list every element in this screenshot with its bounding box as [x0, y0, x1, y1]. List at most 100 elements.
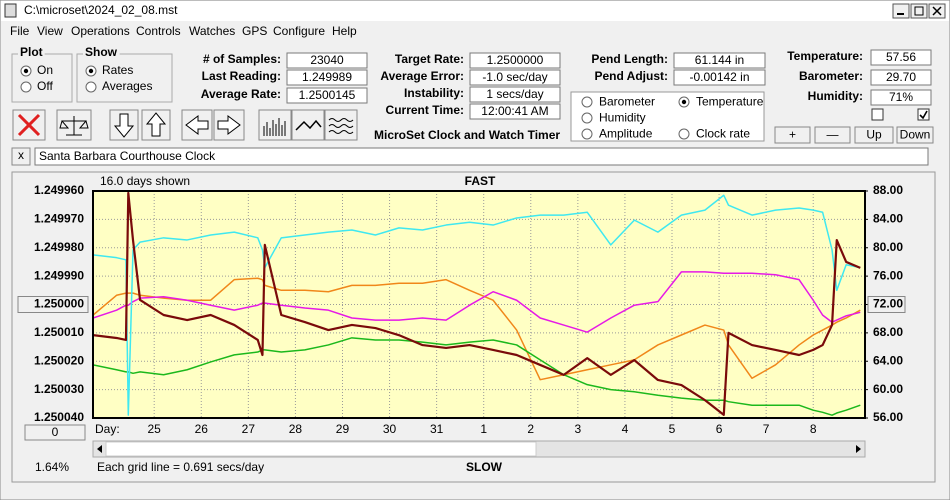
menu-item[interactable]: Help — [332, 24, 357, 38]
readout-label: Barometer: — [799, 69, 863, 83]
y-tick-label: 1.249970 — [34, 212, 84, 226]
y-tick-label: 1.249960 — [34, 183, 84, 197]
readout-box — [286, 69, 368, 86]
group-title-bg — [83, 45, 120, 60]
readout-box — [870, 89, 932, 106]
grid-note: Each grid line = 0.691 secs/day — [97, 460, 264, 474]
button-label: Up — [866, 128, 882, 142]
legend-radio-dot — [681, 99, 687, 105]
readout-value: -1.0 sec/day — [482, 70, 547, 84]
readout-box — [673, 52, 766, 69]
stop-icon — [17, 113, 41, 137]
button[interactable] — [854, 126, 894, 144]
maximize-glyph — [914, 6, 924, 16]
readout-label: Humidity: — [808, 89, 863, 103]
close-glyph — [932, 6, 942, 16]
scroll-left[interactable] — [97, 445, 102, 453]
span-label: 16.0 days shown — [100, 174, 190, 188]
readout-label: # of Samples: — [203, 52, 281, 66]
checkbox[interactable] — [917, 108, 930, 121]
radio-label: On — [37, 63, 53, 77]
button-label: — — [827, 128, 839, 142]
window-buttons — [892, 3, 946, 19]
readout-box — [870, 49, 932, 66]
legend-label: Barometer — [599, 95, 655, 109]
y-tick-label: 1.250000 — [34, 297, 84, 311]
series-line — [93, 271, 861, 333]
menu-item[interactable]: File — [10, 24, 30, 38]
button[interactable] — [896, 126, 934, 144]
close-clock-button[interactable] — [11, 147, 31, 166]
readout-box — [673, 69, 766, 86]
readout-box — [286, 52, 368, 69]
minimize[interactable] — [892, 3, 910, 19]
x-tick-label: 30 — [383, 422, 397, 436]
button[interactable] — [774, 126, 811, 144]
y-tick-label: 1.249980 — [34, 240, 84, 254]
scroll-thumb[interactable] — [105, 441, 537, 457]
readout-label: Pend Length: — [591, 52, 668, 66]
readout-box — [469, 103, 561, 120]
x-tick-label: 4 — [622, 422, 629, 436]
line-icon — [295, 119, 322, 131]
readout-value: 1.249989 — [302, 70, 352, 84]
menu-item[interactable]: Controls — [136, 24, 181, 38]
menu-item[interactable]: GPS — [242, 24, 267, 38]
readout-label: Average Rate: — [201, 87, 281, 101]
menu-item[interactable]: Watches — [189, 24, 235, 38]
reference-button[interactable] — [17, 296, 89, 313]
x-tick-label: 26 — [195, 422, 209, 436]
menu-item[interactable]: View — [37, 24, 63, 38]
series-line — [93, 191, 861, 416]
readout-box — [870, 69, 932, 86]
offset-button[interactable] — [24, 424, 86, 441]
y2-tick-label: 80.00 — [873, 240, 903, 254]
clock-name-field[interactable] — [34, 147, 929, 166]
left-icon — [185, 115, 209, 135]
menu-item[interactable]: Configure — [273, 24, 325, 38]
legend-radio[interactable] — [581, 96, 593, 108]
group-title-bg — [18, 45, 45, 60]
readout-label: Instability: — [404, 86, 464, 100]
right-icon — [217, 115, 241, 135]
legend-label: Amplitude — [599, 127, 653, 141]
app-title: MicroSet Clock and Watch Timer — [374, 128, 560, 142]
plot-border — [92, 190, 866, 419]
legend-radio[interactable] — [678, 128, 690, 140]
legend-radio[interactable] — [581, 112, 593, 124]
checkbox[interactable] — [871, 108, 884, 121]
readout-box — [286, 87, 368, 104]
radio-label: Off — [37, 79, 53, 93]
status: 1.64% — [35, 460, 69, 474]
y2-tick-label: 88.00 — [873, 183, 903, 197]
series-line — [93, 194, 861, 416]
legend-label: Humidity — [599, 111, 646, 125]
button[interactable] — [814, 126, 851, 144]
x-tick-label: 29 — [336, 422, 350, 436]
menu-item[interactable]: Operations — [71, 24, 130, 38]
readout-value: 12:00:41 AM — [481, 104, 548, 118]
readout-value: 1 secs/day — [486, 87, 543, 101]
readout-label: Average Error: — [380, 69, 464, 83]
y2-tick-label: 76.00 — [873, 268, 903, 282]
maximize[interactable] — [910, 3, 928, 19]
button-label: + — [789, 128, 796, 142]
readout-box — [469, 86, 561, 103]
legend-radio[interactable] — [581, 128, 593, 140]
radio[interactable] — [85, 81, 97, 93]
radio[interactable] — [20, 81, 32, 93]
x-tick-label: 25 — [148, 422, 162, 436]
readout-label: Current Time: — [386, 103, 464, 117]
y2-tick-label: 60.00 — [873, 382, 903, 396]
x-label: Day: — [95, 422, 120, 436]
readout-label: Target Rate: — [395, 52, 464, 66]
down-icon — [113, 113, 135, 138]
radio-dot — [88, 68, 94, 74]
x-tick-label: 31 — [430, 422, 444, 436]
y2-tick-label: 68.00 — [873, 325, 903, 339]
group-box — [76, 53, 173, 103]
y2-reference-box — [867, 296, 906, 313]
y2-tick-label: 84.00 — [873, 212, 903, 226]
scroll-right[interactable] — [856, 445, 861, 453]
